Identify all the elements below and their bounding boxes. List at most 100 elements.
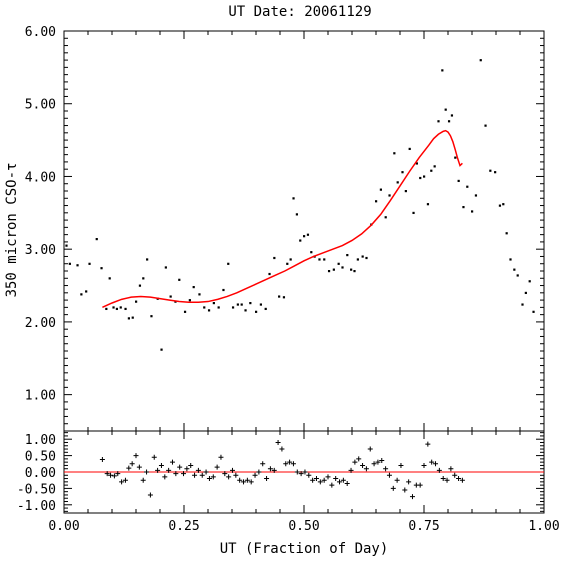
residual-point [298,471,304,477]
residual-point [390,485,396,491]
residual-point [271,467,277,473]
residual-point [340,477,346,483]
tau-point [286,262,289,265]
tau-point [146,258,149,261]
residual-point [177,464,183,470]
residual-point [433,461,439,467]
residual-point [352,459,358,465]
tau-point [361,255,364,258]
residual-point [402,487,408,493]
tau-point [524,291,527,295]
residual-point [267,466,273,472]
residual-point [344,480,350,486]
tau-point [346,254,349,257]
residual-point [173,471,179,477]
residual-point [140,477,146,483]
residual-point [425,441,431,447]
tau-point [236,303,239,306]
tau-point [65,244,68,247]
tau-point [423,175,426,178]
residual-point [386,472,392,478]
residual-point [429,459,435,465]
x-tick-label: 0.75 [408,519,439,534]
tau-point [80,293,83,296]
tau-point [327,270,331,273]
tau-point [119,306,122,309]
residual-point [166,467,172,473]
residual-point [360,462,366,468]
tau-point [88,262,91,265]
residual-point [162,474,168,480]
tau-point [150,315,153,318]
tau-point [95,238,98,241]
residual-y-tick-label: 0.00 [25,466,56,481]
tau-point [68,262,71,265]
tau-point [100,267,103,270]
residual-point [252,472,258,478]
residual-point [348,467,354,473]
tau-point [227,262,230,265]
tau-point [509,258,512,261]
tau-point [350,268,353,271]
tau-point [479,59,482,62]
residual-point [181,471,187,477]
residual-point [155,467,161,473]
residual-point [313,476,319,482]
residual-point [456,476,462,482]
tau-point [441,69,444,72]
residual-point [417,482,423,488]
residual-point [115,471,121,477]
x-axis-title: UT (Fraction of Day) [220,541,389,557]
residual-y-tick-label: 1.00 [25,433,56,448]
tau-point [203,306,206,309]
residual-axes: 1.000.500.00-0.50-1.000.00 0.25 0.50 0.75 1.… [17,431,560,534]
residual-point [383,466,389,472]
tau-point [454,156,457,159]
tau-point [188,299,191,302]
tau-point [365,256,368,260]
residual-point [436,467,442,473]
chart-title: UT Date: 20061129 [228,4,371,20]
residual-point [188,462,194,468]
residual-point [264,476,270,482]
residual-point [375,459,381,465]
residual-point [394,477,400,483]
tau-point [521,303,524,306]
tau-point [528,280,531,283]
residual-point [147,492,153,498]
residual-point [379,458,385,464]
tau-point [299,239,302,242]
residual-y-tick-label: -0.50 [17,482,56,497]
tau-point [447,120,451,123]
tau-point [419,176,422,180]
tau-point [332,268,335,271]
tau-point [412,211,415,215]
residual-point [452,472,458,478]
tau-point [437,120,440,123]
residual-point [329,482,335,488]
y-tick-label: 5.00 [25,98,56,113]
tau-point [127,317,130,320]
tau-point [408,147,411,151]
fit-curve [102,129,463,309]
top-plot-frame [63,30,545,432]
tau-point [513,268,516,271]
residual-point [111,473,117,479]
residual-point [244,477,250,483]
tau-points [65,59,535,351]
residual-point [409,494,415,500]
tau-point [318,258,321,261]
tau-point [115,307,118,311]
tau-point [278,295,281,298]
residual-point [99,457,105,463]
y-tick-label: 4.00 [25,170,56,185]
tau-point [489,169,492,172]
y-tick-label: 2.00 [25,316,56,331]
residual-point [444,477,450,483]
tau-point [169,295,172,298]
y-tick-label: 1.00 [25,389,56,404]
tau-point [138,284,142,287]
tau-point [484,124,487,127]
tau-point [396,181,399,184]
